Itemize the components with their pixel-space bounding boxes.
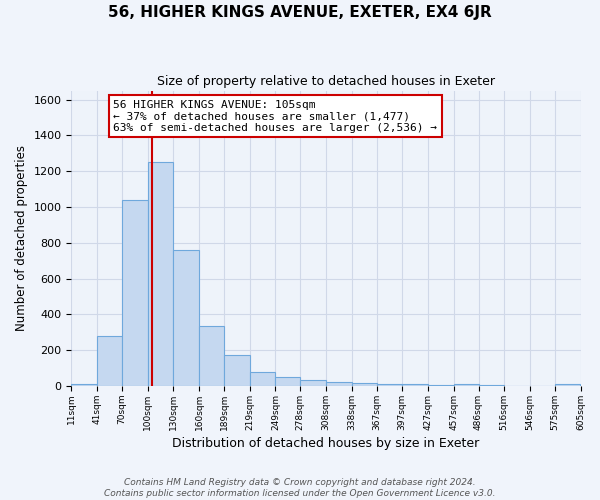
Bar [479,385,504,386]
Bar [71,384,97,386]
Bar [173,250,199,386]
Title: Size of property relative to detached houses in Exeter: Size of property relative to detached ho… [157,75,495,88]
Bar [377,384,402,386]
Bar [428,385,454,386]
Bar [275,377,300,386]
Text: Contains HM Land Registry data © Crown copyright and database right 2024.
Contai: Contains HM Land Registry data © Crown c… [104,478,496,498]
Bar [97,336,122,386]
Y-axis label: Number of detached properties: Number of detached properties [15,146,28,332]
Bar [148,162,173,386]
Bar [326,382,352,386]
Bar [454,384,479,386]
Bar [300,380,326,386]
X-axis label: Distribution of detached houses by size in Exeter: Distribution of detached houses by size … [172,437,479,450]
Bar [352,384,377,386]
Text: 56, HIGHER KINGS AVENUE, EXETER, EX4 6JR: 56, HIGHER KINGS AVENUE, EXETER, EX4 6JR [108,5,492,20]
Bar [122,200,148,386]
Bar [402,384,428,386]
Bar [555,384,580,386]
Bar [199,326,224,386]
Bar [224,354,250,386]
Bar [250,372,275,386]
Text: 56 HIGHER KINGS AVENUE: 105sqm
← 37% of detached houses are smaller (1,477)
63% : 56 HIGHER KINGS AVENUE: 105sqm ← 37% of … [113,100,437,132]
